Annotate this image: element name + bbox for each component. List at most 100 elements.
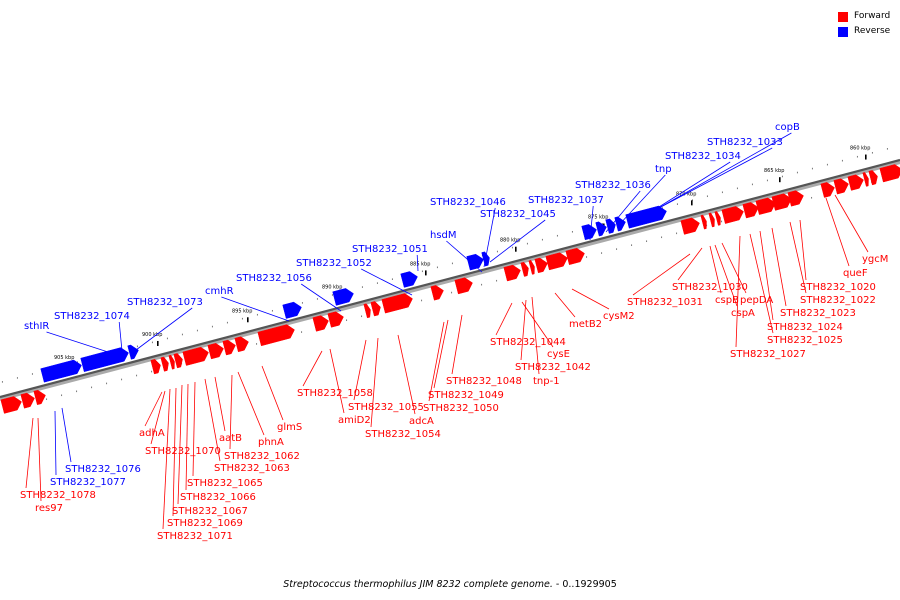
axis-dot — [361, 286, 363, 288]
forward-gene-label: queF — [843, 268, 868, 279]
axis-tick-mark — [691, 200, 693, 206]
forward-gene-arrow — [680, 217, 700, 235]
forward-gene-label: cysE — [547, 349, 570, 360]
forward-gene-label: glmS — [277, 422, 302, 433]
forward-gene-label: STH8232_1055 — [348, 402, 424, 413]
forward-leader-line — [204, 378, 221, 462]
forward-gene-label: ygcM — [862, 254, 888, 265]
forward-gene-arrow — [381, 293, 413, 314]
axis-tick-label: 875 kbp — [588, 215, 608, 221]
axis-dot — [496, 250, 498, 253]
forward-leader-line — [177, 384, 183, 505]
forward-leader-line — [329, 348, 345, 414]
forward-gene-arrow — [370, 301, 381, 317]
axis-tick-mark — [157, 340, 159, 346]
axis-dot — [121, 378, 123, 381]
forward-gene-label: STH8232_1078 — [20, 490, 96, 501]
axis-dot — [136, 345, 138, 348]
axis-dot — [526, 242, 528, 245]
axis-dot — [886, 148, 888, 150]
forward-gene-arrow — [207, 343, 224, 360]
axis-dot — [856, 155, 858, 158]
axis-dot — [571, 230, 573, 233]
reverse-gene-label: STH8232_1077 — [50, 477, 126, 488]
reverse-gene-arrow — [400, 271, 418, 288]
axis-tick-label: 880 kbp — [500, 238, 520, 244]
axis-dot — [436, 266, 438, 269]
reverse-gene-label: STH8232_1037 — [528, 195, 604, 206]
forward-gene-label: cspA — [731, 308, 755, 319]
forward-gene-arrow — [708, 212, 715, 228]
axis-tick-mark — [247, 317, 249, 323]
forward-leader-line — [531, 296, 540, 375]
reverse-leader-line — [416, 254, 419, 272]
axis-tick-mark — [779, 177, 781, 183]
forward-leader-line — [520, 299, 527, 361]
axis-dot — [391, 278, 393, 280]
axis-dot — [631, 244, 633, 246]
reverse-gene-label: STH8232_1051 — [352, 244, 428, 255]
forward-gene-arrow — [820, 182, 835, 198]
reverse-gene-label: STH8232_1076 — [65, 464, 141, 475]
legend-reverse: Reverse — [838, 24, 890, 39]
reverse-gene-arrow — [625, 205, 667, 229]
forward-gene-arrow — [847, 174, 864, 191]
forward-leader-line — [834, 194, 869, 253]
forward-leader-line — [25, 417, 34, 489]
axis-dot — [586, 256, 588, 258]
axis-dot — [541, 238, 543, 241]
axis-dot — [706, 195, 708, 198]
forward-gene-arrow — [862, 172, 869, 187]
axis-tick-label: 860 kbp — [850, 146, 870, 152]
forward-leader-line — [495, 302, 513, 336]
axis-dot — [316, 298, 318, 300]
reverse-swatch — [838, 26, 848, 37]
forward-gene-arrow — [312, 315, 329, 332]
forward-gene-arrow — [545, 252, 568, 271]
forward-leader-line — [214, 376, 226, 432]
reverse-leader-line — [135, 307, 193, 351]
reverse-gene-arrow — [614, 216, 626, 232]
forward-leader-line — [632, 253, 691, 296]
axis-dot — [691, 199, 693, 201]
reverse-gene-label: hsdM — [430, 230, 457, 241]
axis-dot — [766, 179, 768, 182]
axis-dot — [661, 207, 663, 209]
forward-leader-line — [571, 288, 610, 310]
reverse-gene-label: STH8232_1045 — [480, 209, 556, 220]
forward-leader-line — [521, 301, 554, 348]
forward-leader-line — [370, 337, 379, 428]
gene-labels: sthIRSTH8232_1074STH8232_1073cmhRSTH8232… — [20, 122, 888, 542]
forward-leader-line — [172, 387, 177, 517]
legend-reverse-label: Reverse — [854, 26, 891, 36]
reverse-gene-arrow — [466, 253, 484, 271]
forward-gene-arrow — [721, 206, 744, 224]
forward-gene-label: STH8232_1058 — [297, 388, 373, 399]
forward-gene-label: pepDA — [740, 295, 773, 306]
forward-gene-arrow — [430, 285, 444, 301]
reverse-gene-label: STH8232_1073 — [127, 297, 203, 308]
genome-axis: 860 kbp 865 kbp 870 kbp 875 kbp 880 kbp 885 k… — [0, 146, 900, 401]
forward-leader-line — [735, 235, 741, 348]
axis-dot — [31, 373, 33, 375]
reverse-gene-label: STH8232_1033 — [707, 137, 783, 148]
forward-gene-arrow — [33, 389, 46, 406]
forward-gene-label: cysM2 — [603, 311, 635, 322]
forward-leader-line — [397, 334, 416, 415]
legend-forward: Forward — [838, 9, 890, 24]
forward-gene-label: STH8232_1048 — [446, 376, 522, 387]
caption-organism: Streptococcus thermophilus JIM 8232 comp… — [283, 579, 553, 590]
forward-leader-line — [237, 371, 265, 436]
forward-gene-label: STH8232_1071 — [157, 531, 233, 542]
forward-gene-arrow — [257, 324, 295, 347]
forward-gene-arrow — [700, 214, 707, 230]
reverse-gene-label: STH8232_1046 — [430, 197, 506, 208]
forward-gene-arrow — [182, 346, 209, 366]
axis-dot — [826, 163, 828, 166]
axis-dot — [676, 203, 678, 205]
axis-tick-mark — [425, 270, 427, 276]
forward-gene-arrow — [173, 353, 183, 369]
forward-gene-label: STH8232_1023 — [780, 308, 856, 319]
axis-dot — [181, 333, 183, 336]
forward-gene-label: phnA — [258, 437, 284, 448]
